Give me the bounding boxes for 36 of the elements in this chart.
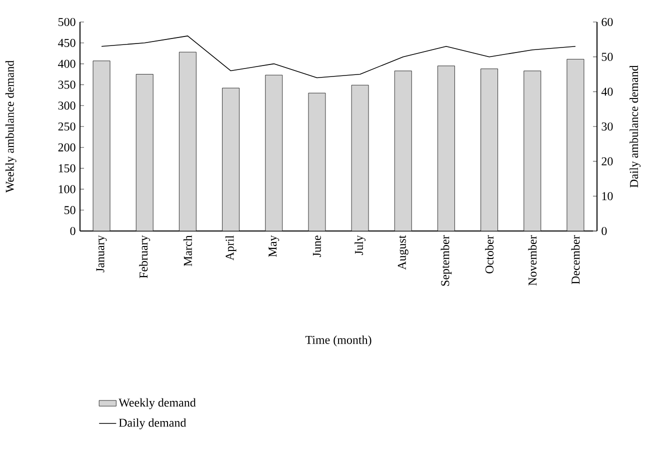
- y-tick-label: 300: [58, 102, 76, 110]
- x-tick-label: November: [528, 235, 537, 286]
- y-tick-label: 0: [70, 226, 76, 236]
- y2-tick-label: 40: [601, 88, 613, 96]
- y-tick-label: 150: [58, 164, 76, 172]
- legend-label: Weekly demand: [118, 398, 196, 410]
- y-tick-label: 50: [64, 206, 76, 214]
- x-tick-label: March: [183, 235, 192, 266]
- x-tick-label: February: [139, 235, 150, 278]
- x-tick-label: October: [485, 235, 494, 274]
- y-tick-label: 100: [58, 185, 76, 194]
- y-axis-title: Weekly ambulance demand: [5, 60, 16, 193]
- y-tick-label: 350: [58, 80, 76, 89]
- x-tick-label: July: [354, 235, 366, 255]
- x-tick-label: June: [312, 236, 321, 257]
- y2-tick-label: 50: [602, 52, 613, 61]
- x-tick-label: August: [398, 235, 408, 270]
- x-tick-label: December: [571, 235, 580, 284]
- y-tick-label: 400: [58, 60, 76, 68]
- y-tick-label: 250: [58, 122, 76, 131]
- x-tick-label: January: [96, 235, 107, 272]
- y2-tick-label: 10: [602, 192, 613, 200]
- x-tick-label: September: [440, 235, 452, 286]
- x-tick-label: April: [225, 235, 236, 260]
- y2-tick-label: 30: [602, 122, 613, 131]
- y2-axis-title: Daily ambulance demand: [630, 65, 641, 188]
- y-tick-label: 450: [58, 38, 76, 47]
- x-axis-title: Time (month): [305, 336, 372, 346]
- legend-label: Daily demand: [118, 418, 186, 430]
- y2-tick-label: 60: [602, 18, 613, 26]
- y2-tick-label: 0: [602, 226, 607, 236]
- y-tick-label: 500: [58, 18, 76, 26]
- y2-tick-label: 20: [602, 157, 613, 166]
- y-tick-label: 200: [58, 143, 76, 152]
- line-series: [101, 36, 576, 78]
- x-tick-label: May: [268, 235, 280, 257]
